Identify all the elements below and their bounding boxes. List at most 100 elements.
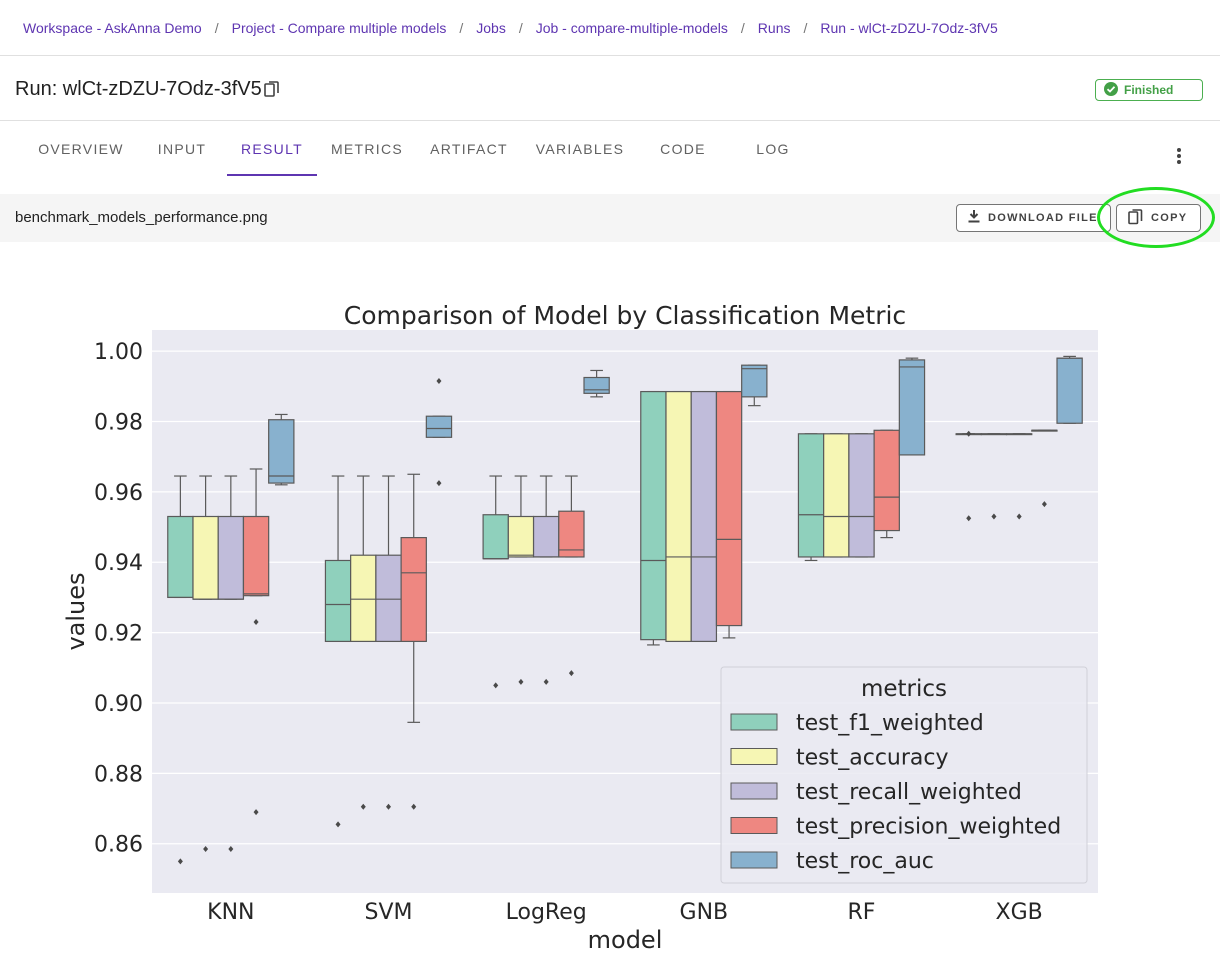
box-test_recall_weighted xyxy=(690,390,718,643)
legend-label: test_roc_auc xyxy=(796,849,934,874)
box-test_recall_weighted xyxy=(375,554,402,643)
outlier-point xyxy=(1016,513,1022,520)
tab-artifact[interactable]: ARTIFACT xyxy=(430,141,508,157)
x-tick-label: LogReg xyxy=(506,900,587,925)
box-test_roc_auc xyxy=(583,376,610,394)
box-test_recall_weighted xyxy=(532,515,560,558)
file-toolbar: benchmark_models_performance.png DOWNLOA… xyxy=(0,194,1220,242)
outlier-point xyxy=(966,515,972,522)
x-tick-label: XGB xyxy=(996,900,1043,925)
tab-variables[interactable]: VARIABLES xyxy=(535,141,625,157)
download-file-button[interactable]: DOWNLOAD FILE xyxy=(956,204,1111,232)
breadcrumb-run[interactable]: Run - wlCt-zDZU-7Odz-3fV5 xyxy=(820,19,998,36)
box-test_f1_weighted xyxy=(324,559,352,643)
outlier-point xyxy=(966,430,972,437)
outlier-point xyxy=(991,513,997,520)
breadcrumb-jobs[interactable]: Jobs xyxy=(476,19,506,36)
box-test_roc_auc xyxy=(425,415,453,438)
y-tick-label: 0.96 xyxy=(94,481,143,506)
outlier-point xyxy=(493,682,499,689)
legend-swatch xyxy=(730,817,778,834)
outlier-point xyxy=(203,846,209,853)
breadcrumb-separator: / xyxy=(459,19,464,36)
box-test_accuracy xyxy=(192,515,219,600)
outlier-point xyxy=(543,678,549,685)
tab-log[interactable]: LOG xyxy=(756,141,790,157)
x-tick-label: SVM xyxy=(365,900,413,925)
legend-swatch xyxy=(730,782,778,800)
legend-label: test_f1_weighted xyxy=(796,711,984,736)
box-test_accuracy xyxy=(665,390,692,643)
legend-box xyxy=(720,666,1088,884)
tab-overview[interactable]: OVERVIEW xyxy=(38,141,124,157)
breadcrumb-separator: / xyxy=(518,19,523,36)
x-tick-label: RF xyxy=(848,900,876,925)
outlier-point xyxy=(335,821,341,828)
box-test_accuracy xyxy=(507,515,535,558)
breadcrumb-workspace[interactable]: Workspace - AskAnna Demo xyxy=(23,19,202,36)
more-vert-icon[interactable] xyxy=(1169,146,1189,171)
y-tick-label: 0.92 xyxy=(94,622,143,647)
breadcrumb-job[interactable]: Job - compare-multiple-models xyxy=(535,19,728,36)
legend-title: metrics xyxy=(861,676,947,702)
check-circle-icon xyxy=(1104,81,1118,99)
outlier-point xyxy=(360,803,366,810)
breadcrumb-separator: / xyxy=(803,19,808,36)
outlier-point xyxy=(253,619,259,626)
y-tick-label: 0.88 xyxy=(94,762,143,787)
breadcrumb-separator: / xyxy=(214,19,219,36)
tab-metrics[interactable]: METRICS xyxy=(330,141,404,157)
outlier-point xyxy=(177,858,183,865)
copy-icon xyxy=(1128,208,1143,228)
x-tick-label: GNB xyxy=(680,900,729,925)
tab-code[interactable]: CODE xyxy=(660,141,706,157)
legend-swatch xyxy=(730,851,778,869)
download-icon xyxy=(968,210,980,226)
legend-swatch xyxy=(730,748,778,765)
x-tick-label: KNN xyxy=(207,900,254,925)
box-test_f1_weighted xyxy=(167,515,194,599)
copy-label: COPY xyxy=(1151,212,1188,224)
y-tick-label: 1.00 xyxy=(94,340,143,365)
box-test_f1_weighted xyxy=(640,390,667,641)
breadcrumb: Workspace - AskAnna Demo / Project - Com… xyxy=(0,0,1220,56)
outlier-point xyxy=(228,846,234,853)
box-test_accuracy xyxy=(823,433,850,558)
box-test_precision_weighted xyxy=(400,537,427,643)
status-text: Finished xyxy=(1124,83,1174,97)
outlier-point xyxy=(411,803,417,810)
run-header: Run: wlCt-zDZU-7Odz-3fV5 Finished xyxy=(0,57,1220,121)
breadcrumb-runs[interactable]: Runs xyxy=(757,19,791,36)
y-tick-label: 0.98 xyxy=(94,410,143,435)
outlier-point xyxy=(436,378,442,385)
box-test_accuracy xyxy=(350,554,377,643)
outlier-point xyxy=(568,670,574,677)
breadcrumb-project[interactable]: Project - Compare multiple models xyxy=(231,19,447,36)
x-axis-label: model xyxy=(588,926,663,954)
file-name: benchmark_models_performance.png xyxy=(15,209,268,226)
box-test_precision_weighted xyxy=(715,390,743,627)
download-label: DOWNLOAD FILE xyxy=(988,212,1098,224)
box-test_roc_auc xyxy=(741,364,768,398)
box-test_precision_weighted xyxy=(873,429,900,532)
legend-swatch xyxy=(730,713,778,731)
copy-button[interactable]: COPY xyxy=(1116,204,1201,232)
box-test_roc_auc xyxy=(898,359,926,456)
box-test_recall_weighted xyxy=(848,433,875,558)
chart-title: Comparison of Model by Classification Me… xyxy=(344,301,906,330)
y-axis-label: values xyxy=(62,572,90,650)
y-tick-label: 0.86 xyxy=(94,833,143,858)
legend-label: test_accuracy xyxy=(796,746,949,771)
box-test_precision_weighted xyxy=(242,515,270,597)
result-image: 0.86 0.88 0.90 0.92 0.94 0.96 0.98 1.00 Comparis… xyxy=(0,242,1220,966)
status-badge: Finished xyxy=(1095,79,1203,101)
y-tick-label: 0.94 xyxy=(94,551,143,576)
box-test_recall_weighted xyxy=(217,515,245,600)
breadcrumb-separator: / xyxy=(740,19,745,36)
outlier-point xyxy=(386,803,391,810)
tab-input[interactable]: INPUT xyxy=(157,141,207,157)
outlier-point xyxy=(518,678,524,685)
copy-icon[interactable] xyxy=(264,81,280,104)
box-plot-chart: 0.86 0.88 0.90 0.92 0.94 0.96 0.98 1.00 Comparis… xyxy=(62,301,1098,954)
tab-result[interactable]: RESULT xyxy=(227,122,317,176)
